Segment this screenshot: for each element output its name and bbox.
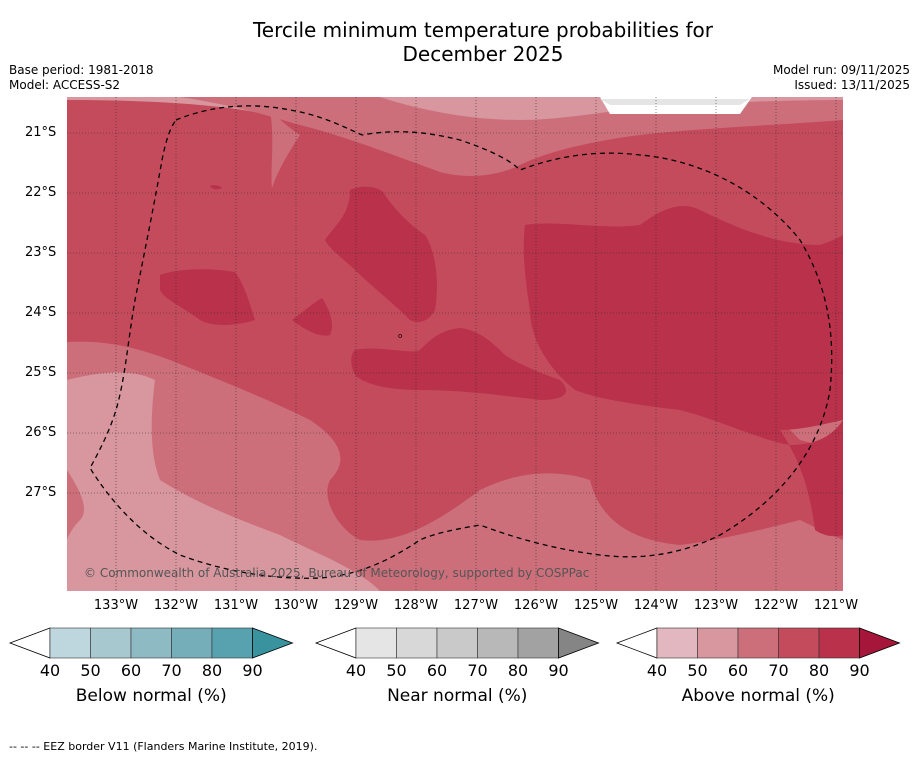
lat-label: 23°S xyxy=(25,245,57,260)
colorbar-segment xyxy=(211,627,253,659)
lon-label: 126°W xyxy=(513,598,559,613)
contour-70-80-south xyxy=(351,328,567,400)
colorbar-tick-label: 70 xyxy=(768,661,789,680)
colorbar-over-triangle xyxy=(558,627,600,659)
copyright-notice: © Commonwealth of Australia 2025, Bureau… xyxy=(84,566,590,580)
lon-label: 121°W xyxy=(813,598,859,613)
colorbar-tick-label: 90 xyxy=(849,661,870,680)
colorbar-tick-label: 50 xyxy=(687,661,708,680)
island-marker: o xyxy=(398,332,402,340)
colorbar-tick-label: 80 xyxy=(507,661,529,680)
colorbar-tick-label: 90 xyxy=(548,661,569,680)
lon-label: 131°W xyxy=(213,598,259,613)
colorbar-under-triangle xyxy=(314,627,357,659)
lat-label: 21°S xyxy=(25,125,57,140)
meta-right: Model run: 09/11/2025 Issued: 13/11/2025 xyxy=(773,63,910,93)
contour-70-80-small xyxy=(292,298,333,336)
colorbar-tick-label: 80 xyxy=(201,661,223,680)
no-data-area-grey xyxy=(600,99,750,105)
colorbar-under-triangle xyxy=(8,627,51,659)
colorbar-under-triangle xyxy=(615,627,658,659)
lat-label: 22°S xyxy=(25,185,57,200)
contour-40-50-south xyxy=(67,372,380,591)
colorbar-segment xyxy=(697,627,739,659)
colorbar-segment xyxy=(130,627,172,659)
colorbar-tick-label: 70 xyxy=(161,661,182,680)
colorbar-segment xyxy=(49,627,91,659)
lon-label: 125°W xyxy=(573,598,619,613)
colorbar-tick-label: 70 xyxy=(467,661,488,680)
lat-label: 24°S xyxy=(25,305,57,320)
colorbar-over-triangle xyxy=(859,627,901,659)
colorbar-tick-label: 90 xyxy=(242,661,263,680)
lat-label: 27°S xyxy=(25,485,57,500)
lon-label: 124°W xyxy=(633,598,679,613)
colorbars xyxy=(8,627,901,659)
colorbar-segment xyxy=(656,627,698,659)
eez-footnote: -- -- -- EEZ border V11 (Flanders Marine… xyxy=(9,740,318,753)
issued-date: Issued: 13/11/2025 xyxy=(794,78,910,92)
colorbar-tick-label: 60 xyxy=(120,661,142,680)
lon-label: 127°W xyxy=(453,598,499,613)
lon-label: 129°W xyxy=(333,598,379,613)
colorbar-segment xyxy=(90,627,132,659)
contour-tongue xyxy=(270,110,300,188)
lon-label: 123°W xyxy=(693,598,739,613)
lon-label: 128°W xyxy=(393,598,439,613)
colorbar-label: Near normal (%) xyxy=(387,686,528,706)
lon-label: 133°W xyxy=(93,598,139,613)
contour-70-80-dot xyxy=(210,185,222,190)
colorbar-tick-label: 40 xyxy=(345,661,367,680)
title-line-1: Tercile minimum temperature probabilitie… xyxy=(252,18,714,42)
colorbar-segment xyxy=(517,627,559,659)
contour-50-60-top xyxy=(180,97,843,176)
colorbar-tick-label: 50 xyxy=(80,661,101,680)
lat-label: 25°S xyxy=(25,365,57,380)
model-name: Model: ACCESS-S2 xyxy=(9,78,121,92)
colorbar-label: Below normal (%) xyxy=(75,686,227,706)
meta-left: Base period: 1981-2018 Model: ACCESS-S2 xyxy=(9,63,154,93)
base-period: Base period: 1981-2018 xyxy=(9,63,154,77)
lat-label: 26°S xyxy=(25,425,57,440)
gridlines xyxy=(67,97,843,591)
title-line-2: December 2025 xyxy=(402,42,564,66)
colorbar-segment xyxy=(436,627,478,659)
colorbar-tick-label: 40 xyxy=(646,661,668,680)
lon-label: 130°W xyxy=(273,598,319,613)
lon-label: 122°W xyxy=(753,598,799,613)
colorbar-tick-label: 80 xyxy=(808,661,830,680)
lon-label: 132°W xyxy=(153,598,199,613)
colorbar-tick-label: 60 xyxy=(727,661,749,680)
colorbar-segment xyxy=(396,627,438,659)
colorbar-segment xyxy=(477,627,519,659)
colorbar-label: Above normal (%) xyxy=(681,686,835,706)
model-run: Model run: 09/11/2025 xyxy=(772,63,910,77)
contour-70-80-east xyxy=(523,205,843,537)
no-data-area xyxy=(520,97,843,114)
colorbar-tick-label: 60 xyxy=(426,661,448,680)
colorbar-over-triangle xyxy=(252,627,294,659)
contour-70-80-centre xyxy=(325,186,437,322)
contour-50-60-sw xyxy=(67,470,85,540)
colorbar-segment xyxy=(355,627,397,659)
colorbar-tick-label: 40 xyxy=(39,661,61,680)
colorbar-segment xyxy=(778,627,820,659)
colorbar-segment xyxy=(818,627,860,659)
colorbar-tick-label: 50 xyxy=(386,661,407,680)
colorbar-segment xyxy=(171,627,213,659)
probability-contours xyxy=(67,97,843,591)
colorbar-segment xyxy=(737,627,779,659)
contour-70-80-west xyxy=(160,269,255,325)
chart-title: Tercile minimum temperature probabilitie… xyxy=(0,18,919,66)
